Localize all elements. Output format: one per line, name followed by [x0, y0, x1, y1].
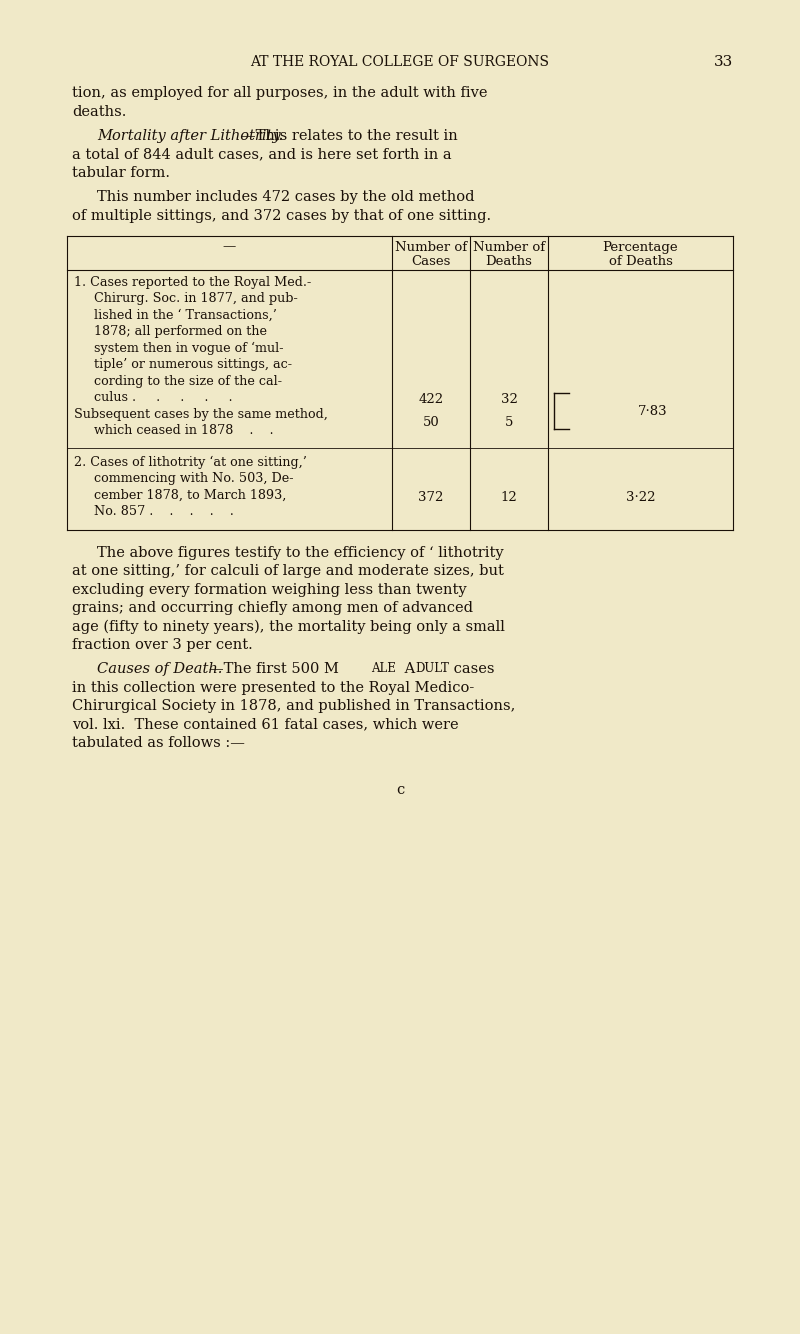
Text: Percentage: Percentage [602, 241, 678, 255]
Text: No. 857 .    .    .    .    .: No. 857 . . . . . [74, 506, 234, 518]
Text: The above figures testify to the efficiency of ‘ lithotrity: The above figures testify to the efficie… [97, 546, 504, 560]
Text: tabulated as follows :—: tabulated as follows :— [72, 736, 245, 750]
Text: This number includes 472 cases by the old method: This number includes 472 cases by the ol… [97, 189, 474, 204]
Text: at one sitting,’ for calculi of large and moderate sizes, but: at one sitting,’ for calculi of large an… [72, 564, 504, 578]
Text: cases: cases [449, 662, 494, 676]
Text: 32: 32 [501, 394, 518, 406]
Text: excluding every formation weighing less than twenty: excluding every formation weighing less … [72, 583, 466, 596]
Text: 5: 5 [505, 416, 513, 430]
Text: 3·22: 3·22 [626, 491, 655, 503]
Text: vol. lxi.  These contained 61 fatal cases, which were: vol. lxi. These contained 61 fatal cases… [72, 718, 458, 732]
Text: c: c [396, 783, 404, 796]
Text: 12: 12 [501, 491, 518, 503]
Text: age (fifty to ninety years), the mortality being only a small: age (fifty to ninety years), the mortali… [72, 620, 505, 634]
Text: tiple’ or numerous sittings, ac-: tiple’ or numerous sittings, ac- [74, 359, 292, 371]
Text: 7·83: 7·83 [638, 404, 667, 418]
Text: —The first 500 M: —The first 500 M [209, 662, 339, 676]
Text: Number of: Number of [395, 241, 467, 255]
Text: tabular form.: tabular form. [72, 165, 170, 180]
Text: commencing with No. 503, De-: commencing with No. 503, De- [74, 472, 294, 486]
Text: 422: 422 [418, 394, 443, 406]
Text: of multiple sittings, and 372 cases by that of one sitting.: of multiple sittings, and 372 cases by t… [72, 208, 491, 223]
Text: fraction over 3 per cent.: fraction over 3 per cent. [72, 638, 253, 652]
Text: —This relates to the result in: —This relates to the result in [241, 129, 458, 143]
Text: cording to the size of the cal-: cording to the size of the cal- [74, 375, 282, 388]
Text: which ceased in 1878    .    .: which ceased in 1878 . . [74, 424, 274, 438]
Text: grains; and occurring chiefly among men of advanced: grains; and occurring chiefly among men … [72, 602, 473, 615]
Text: 2. Cases of lithotrity ‘at one sitting,’: 2. Cases of lithotrity ‘at one sitting,’ [74, 456, 307, 470]
Text: Chirurg. Soc. in 1877, and pub-: Chirurg. Soc. in 1877, and pub- [74, 292, 298, 305]
Text: Number of: Number of [473, 241, 545, 255]
Text: 1. Cases reported to the Royal Med.-: 1. Cases reported to the Royal Med.- [74, 276, 311, 289]
Text: 33: 33 [714, 55, 733, 69]
Text: lished in the ‘ Transactions,’: lished in the ‘ Transactions,’ [74, 309, 277, 321]
Text: Chirurgical Society in 1878, and published in Transactions,: Chirurgical Society in 1878, and publish… [72, 699, 515, 714]
Text: —: — [223, 240, 236, 252]
Text: of Deaths: of Deaths [609, 255, 673, 268]
Text: tion, as employed for all purposes, in the adult with five: tion, as employed for all purposes, in t… [72, 87, 487, 100]
Text: Causes of Death.: Causes of Death. [97, 662, 222, 676]
Text: DULT: DULT [415, 662, 449, 675]
Text: 1878; all performed on the: 1878; all performed on the [74, 325, 267, 339]
Text: Cases: Cases [411, 255, 450, 268]
Text: ALE: ALE [371, 662, 396, 675]
Text: Deaths: Deaths [486, 255, 533, 268]
Text: culus .     .     .     .     .: culus . . . . . [74, 391, 233, 404]
Text: 372: 372 [418, 491, 444, 503]
Text: cember 1878, to March 1893,: cember 1878, to March 1893, [74, 488, 286, 502]
Text: in this collection were presented to the Royal Medico-: in this collection were presented to the… [72, 680, 474, 695]
Text: 50: 50 [422, 416, 439, 430]
Text: a total of 844 adult cases, and is here set forth in a: a total of 844 adult cases, and is here … [72, 148, 452, 161]
Text: system then in vogue of ‘mul-: system then in vogue of ‘mul- [74, 342, 283, 355]
Text: AT THE ROYAL COLLEGE OF SURGEONS: AT THE ROYAL COLLEGE OF SURGEONS [250, 55, 550, 69]
Text: Subsequent cases by the same method,: Subsequent cases by the same method, [74, 408, 328, 422]
Text: deaths.: deaths. [72, 105, 126, 119]
Text: A: A [400, 662, 415, 676]
Text: Mortality after Lithotrity.: Mortality after Lithotrity. [97, 129, 283, 143]
